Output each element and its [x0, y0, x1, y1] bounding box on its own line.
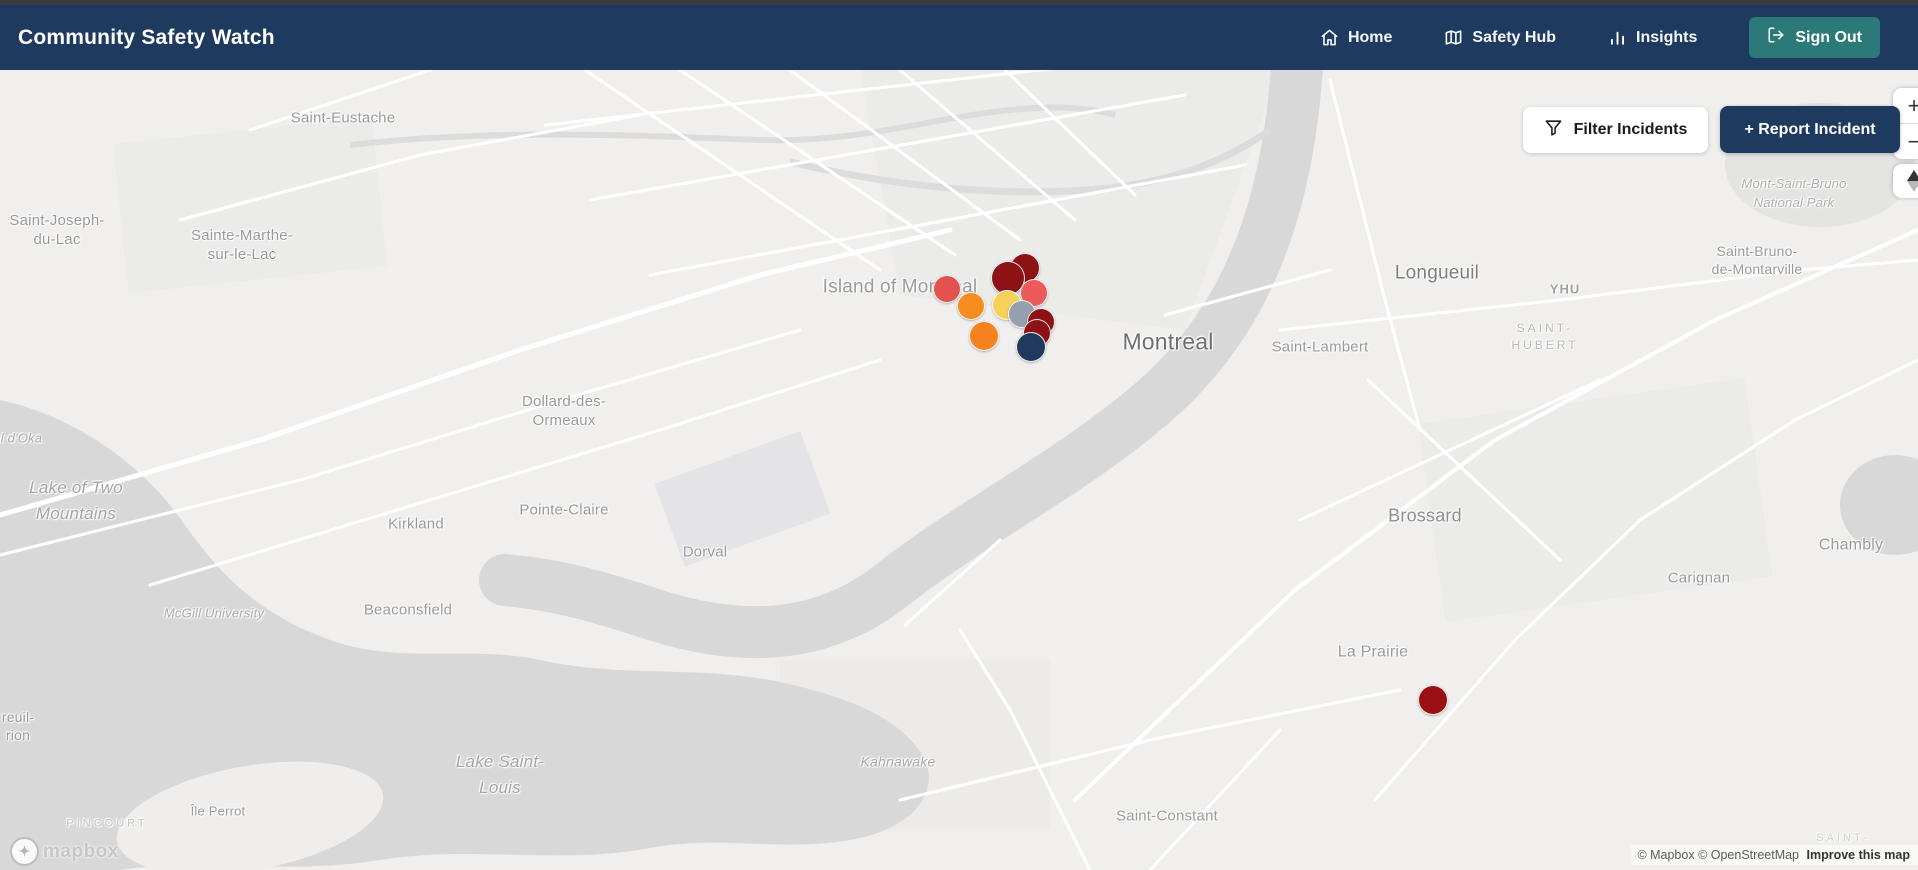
compass-button[interactable] — [1893, 164, 1918, 198]
filter-incidents-label: Filter Incidents — [1573, 121, 1688, 138]
report-incident-button[interactable]: + Report Incident — [1720, 106, 1900, 153]
nav-item-insights[interactable]: Insights — [1608, 28, 1697, 47]
nav-label: Home — [1347, 28, 1393, 46]
incident-marker[interactable] — [933, 275, 961, 303]
incident-marker[interactable] — [1418, 685, 1448, 715]
bar-chart-icon — [1608, 28, 1627, 47]
log-out-icon — [1767, 26, 1785, 49]
sign-out-label: Sign Out — [1795, 28, 1862, 46]
incident-marker[interactable] — [957, 292, 985, 320]
map-attribution: © Mapbox © OpenStreetMap Improve this ma… — [1631, 845, 1918, 865]
attribution-osm-link[interactable]: © OpenStreetMap — [1698, 848, 1800, 862]
nav-item-home[interactable]: Home — [1320, 28, 1392, 47]
mapbox-logo-icon: ✦ — [10, 837, 39, 866]
nav-label: Safety Hub — [1472, 28, 1556, 46]
main-nav: Home Safety Hub Insights Sign Out — [1320, 17, 1880, 58]
sign-out-button[interactable]: Sign Out — [1749, 17, 1880, 58]
mapbox-logo[interactable]: ✦ mapbox — [10, 837, 119, 866]
control-divider — [1893, 123, 1918, 124]
map-base-tiles — [0, 70, 1918, 870]
improve-map-link[interactable]: Improve this map — [1806, 848, 1911, 862]
map-icon — [1444, 28, 1463, 47]
window-chrome-strip — [0, 0, 1918, 5]
compass-needle-icon — [1907, 170, 1918, 192]
incident-marker[interactable] — [1016, 332, 1046, 362]
incident-marker[interactable] — [969, 321, 999, 351]
app-title: Community Safety Watch — [18, 25, 275, 49]
mapbox-logo-text: mapbox — [43, 840, 119, 862]
filter-incidents-button[interactable]: Filter Incidents — [1523, 107, 1708, 153]
nav-item-safety-hub[interactable]: Safety Hub — [1444, 28, 1556, 47]
attribution-mapbox-link[interactable]: © Mapbox — [1637, 848, 1695, 862]
home-icon — [1320, 28, 1339, 47]
incident-marker[interactable] — [1020, 279, 1048, 307]
map-canvas[interactable]: Saint-Eustache Saint-Joseph- du-Lac Sainte… — [0, 70, 1918, 870]
funnel-icon — [1544, 118, 1563, 142]
app-header: Community Safety Watch Home Safety Hub I… — [0, 5, 1918, 70]
nav-label: Insights — [1636, 28, 1698, 46]
